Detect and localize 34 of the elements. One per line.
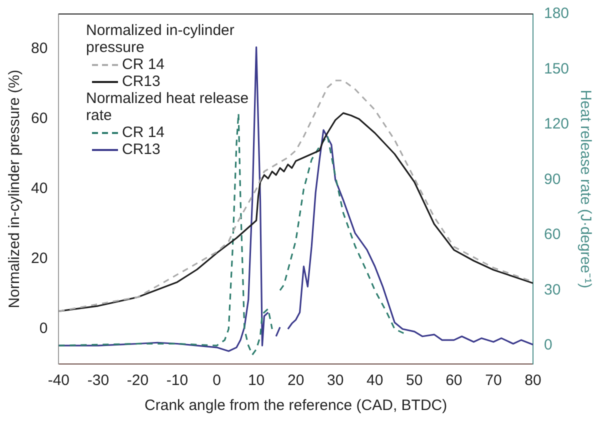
x-tick-label: 30 bbox=[327, 372, 344, 390]
y-tick-label: 20 bbox=[30, 250, 48, 268]
x-tick-label: 10 bbox=[248, 372, 265, 390]
legend-label: CR 14 bbox=[122, 56, 165, 73]
y2-tick-label: 180 bbox=[544, 5, 570, 22]
y-tick-label: 0 bbox=[39, 320, 48, 338]
y-tick-label: 40 bbox=[30, 180, 48, 198]
y-tick-label: 80 bbox=[30, 40, 48, 58]
x-tick-label: -30 bbox=[87, 372, 110, 390]
y2-tick-label: 90 bbox=[544, 170, 561, 188]
annotation: Normalized in-cylinder pressure bbox=[86, 22, 236, 56]
legend-label: CR13 bbox=[122, 73, 160, 90]
legend-label: CR 14 bbox=[122, 124, 165, 141]
y2-tick-label: 150 bbox=[544, 60, 570, 78]
x-axis-title: Crank angle from the reference (CAD, BTDC) bbox=[144, 397, 448, 414]
x-tick-label: 20 bbox=[287, 372, 304, 390]
y2-tick-label: 120 bbox=[544, 116, 570, 133]
x-tick-label: 60 bbox=[446, 372, 462, 390]
legend-label: CR13 bbox=[122, 141, 160, 158]
x-tick-label: -40 bbox=[48, 372, 70, 390]
x-tick-label: 80 bbox=[524, 372, 542, 390]
x-tick-label: 40 bbox=[366, 372, 384, 390]
annotation: Normalized heat release rate bbox=[86, 90, 250, 124]
y2-tick-label: 0 bbox=[544, 336, 552, 354]
y-axis-title: Normalized in-cylinder pressure (%) bbox=[6, 70, 24, 308]
x-tick-label: 0 bbox=[212, 372, 221, 390]
y-tick-label: 60 bbox=[30, 110, 48, 128]
x-tick-label: 70 bbox=[485, 372, 502, 390]
y2-axis-title: Heat release rate (J·degree⁻¹) bbox=[576, 90, 594, 288]
x-tick-label: -10 bbox=[166, 372, 188, 390]
x-tick-label: -20 bbox=[126, 372, 149, 390]
y2-tick-label: 60 bbox=[544, 226, 561, 244]
y2-tick-label: 30 bbox=[544, 281, 561, 298]
x-tick-label: 50 bbox=[406, 372, 423, 390]
